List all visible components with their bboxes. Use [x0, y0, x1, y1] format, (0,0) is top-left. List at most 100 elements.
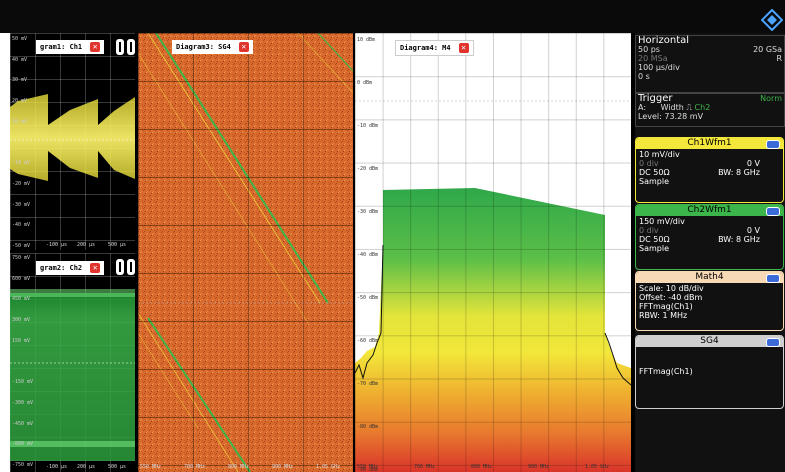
- top-bar: [0, 0, 785, 33]
- ch2-wfm-card[interactable]: Ch2Wfm1 150 mV/div 0 div 0 V DC 50Ω BW: 8 …: [635, 204, 784, 270]
- diagram4-y-tick-label: 10 dBm: [357, 37, 376, 43]
- diagram1-y-tick-label: -40 mV: [12, 222, 31, 229]
- ch1-waveform: [10, 94, 135, 181]
- diagram1-title: gram1: Ch1: [40, 43, 83, 51]
- horizontal-scale: 50 ps: [638, 45, 660, 54]
- math4-card[interactable]: Math4 Scale: 10 dB/div Offset: -40 dBm F…: [635, 271, 784, 331]
- diagram1-menu-handle[interactable]: [116, 39, 124, 55]
- trigger-mode: Norm: [760, 94, 782, 103]
- ch2-div: 0 div: [639, 226, 659, 235]
- diagram4-y-tick-label: -40 dBm: [357, 252, 379, 258]
- trigger-source-label: A:: [638, 103, 647, 112]
- diagram1-x-tick-label: -100 µs: [46, 242, 68, 248]
- horizontal-info[interactable]: Horizontal 50 ps 20 GSa 20 MSa R 100 µs/…: [635, 35, 785, 93]
- ch2-coupling: DC 50Ω: [639, 235, 670, 244]
- diagram2-y-tick-label: -150 mV: [12, 379, 34, 386]
- diagram2-tab[interactable]: gram2: Ch2 ✕: [36, 261, 105, 275]
- diagram2-y-tick-label: 450 mV: [12, 296, 31, 303]
- diagram3-x-tick-label: 550 MHz: [140, 464, 162, 470]
- diagram2-x-tick-label: -100 µs: [46, 464, 68, 470]
- diagram2-menu-handle-2[interactable]: [127, 259, 135, 275]
- diagram2-title: gram2: Ch2: [40, 264, 83, 272]
- diagram1-y-tick-label: 30 mV: [12, 77, 28, 84]
- diagram4-x-tick-label: 550 MHz: [357, 464, 379, 470]
- diagram1-tab[interactable]: gram1: Ch1 ✕: [36, 40, 105, 54]
- diagram1-ch1-pane[interactable]: 50 mV 40 mV 30 mV 20 mV 10 mV -10 mV -20 mV -30…: [10, 33, 135, 250]
- ch2-card-menu-icon[interactable]: [766, 207, 780, 216]
- ch2-card-title: Ch2Wfm1: [687, 205, 732, 215]
- horizontal-msa: 20 MSa: [638, 54, 668, 63]
- math4-rbw: RBW: 1 MHz: [639, 311, 688, 320]
- diagram2-ch2-pane[interactable]: 750 mV 600 mV 450 mV 300 mV 150 mV -150 mV -30…: [10, 253, 135, 472]
- ch2-bw: BW: 8 GHz: [718, 235, 760, 244]
- diagram1-menu-handle-2[interactable]: [127, 39, 135, 55]
- diagram4-y-tick-label: -10 dBm: [357, 123, 379, 129]
- horizontal-sample-rate: 20 GSa: [753, 45, 782, 54]
- diagram1-y-tick-label: -30 mV: [12, 201, 31, 208]
- diagram4-y-tick-label: 0 dBm: [357, 80, 373, 86]
- diagram3-x-tick-label: 1.05 GHz: [316, 464, 341, 470]
- ch1-offset: 0 V: [746, 159, 760, 168]
- math4-card-menu-icon[interactable]: [766, 274, 780, 283]
- diagram4-y-tick-label: -90 dBm: [357, 467, 379, 472]
- diagram2-y-tick-label: -600 mV: [12, 441, 34, 448]
- diagram4-m4-pane[interactable]: 10 dBm 0 dBm -10 dBm -20 dBm -30 dBm -40 dBm -…: [355, 33, 631, 472]
- horizontal-title: Horizontal: [638, 35, 690, 46]
- sg4-card-menu-icon[interactable]: [766, 338, 780, 347]
- diagram4-x-tick-label: 700 MHz: [414, 464, 436, 470]
- diagram2-y-tick-label: 750 mV: [12, 255, 31, 261]
- diagram3-x-tick-label: 900 MHz: [272, 464, 294, 470]
- ch2-waveform: [10, 289, 135, 461]
- diagram4-tab[interactable]: Diagram4: M4 ✕: [395, 40, 474, 56]
- horizontal-offset: 0 s: [638, 72, 650, 81]
- diagram4-y-tick-label: -60 dBm: [357, 338, 379, 344]
- close-icon[interactable]: ✕: [90, 263, 101, 273]
- diagram1-x-tick-label: 500 µs: [108, 242, 127, 248]
- diagram3-tab[interactable]: Diagram3: SG4 ✕: [172, 40, 253, 54]
- diagram4-y-tick-label: -80 dBm: [357, 424, 379, 430]
- diagram2-x-tick-label: 500 µs: [108, 464, 127, 470]
- diagram2-y-tick-label: 150 mV: [12, 337, 31, 344]
- diagram3-grid: [138, 33, 353, 472]
- diagram1-y-tick-label: 50 mV: [12, 36, 28, 42]
- spectrogram-image: [138, 33, 353, 472]
- diagram1-y-tick-label: -10 mV: [12, 160, 31, 167]
- math4-scale: Scale: 10 dB/div: [639, 284, 704, 293]
- trigger-level: Level: 73.28 mV: [638, 112, 704, 121]
- diagram4-grid: [355, 33, 631, 472]
- math4-func: FFTmag(Ch1): [639, 302, 693, 311]
- diagram2-x-tick-label: 200 µs: [77, 464, 96, 470]
- trigger-title: Trigger: [638, 93, 673, 104]
- trigger-edge-icon: ⎍: [686, 103, 692, 112]
- signal-bar: Horizontal 50 ps 20 GSa 20 MSa R 100 µs/…: [635, 33, 785, 472]
- ch1-mode: Sample: [639, 177, 669, 186]
- diagram2-y-tick-label: -300 mV: [12, 399, 34, 406]
- ch1-bw: BW: 8 GHz: [718, 168, 760, 177]
- trigger-type: Width: [660, 103, 684, 112]
- diagram4-x-tick-label: 800 MHz: [471, 464, 493, 470]
- trigger-info[interactable]: Trigger Norm A: Width ⎍ Ch2 Level: 73.28…: [635, 93, 785, 127]
- ch1-div: 0 div: [639, 159, 659, 168]
- math4-card-title: Math4: [695, 272, 724, 282]
- diagram4-y-tick-label: -70 dBm: [357, 381, 379, 387]
- ch2-scale: 150 mV/div: [639, 217, 685, 226]
- ch1-card-menu-icon[interactable]: [766, 140, 780, 149]
- diagram1-x-tick-label: 200 µs: [77, 242, 96, 248]
- diagram2-y-tick-label: -750 mV: [12, 462, 34, 468]
- diagram1-y-tick-label: -50 mV: [12, 243, 31, 249]
- trigger-channel: Ch2: [694, 103, 711, 112]
- diagram1-y-tick-label: -20 mV: [12, 180, 31, 187]
- diagram3-x-tick-label: 700 MHz: [184, 464, 206, 470]
- diagram2-y-tick-label: 600 mV: [12, 275, 31, 282]
- close-icon[interactable]: ✕: [238, 42, 249, 52]
- diagram4-y-tick-label: -20 dBm: [357, 166, 379, 172]
- diagram4-x-tick-label: 1.05 GHz: [585, 464, 610, 470]
- diagram3-sg4-pane[interactable]: 550 MHz 700 MHz 800 MHz 900 MHz 1.05 GHz Dia…: [138, 33, 353, 472]
- sg4-card[interactable]: SG4 FFTmag(Ch1): [635, 335, 784, 409]
- close-icon[interactable]: ✕: [458, 43, 469, 53]
- horizontal-r-label: R: [776, 54, 782, 63]
- diagram2-menu-handle[interactable]: [116, 259, 124, 275]
- rohde-schwarz-logo-icon: [761, 9, 783, 31]
- ch1-wfm-card[interactable]: Ch1Wfm1 10 mV/div 0 div 0 V DC 50Ω BW: 8 G…: [635, 137, 784, 203]
- close-icon[interactable]: ✕: [90, 42, 101, 52]
